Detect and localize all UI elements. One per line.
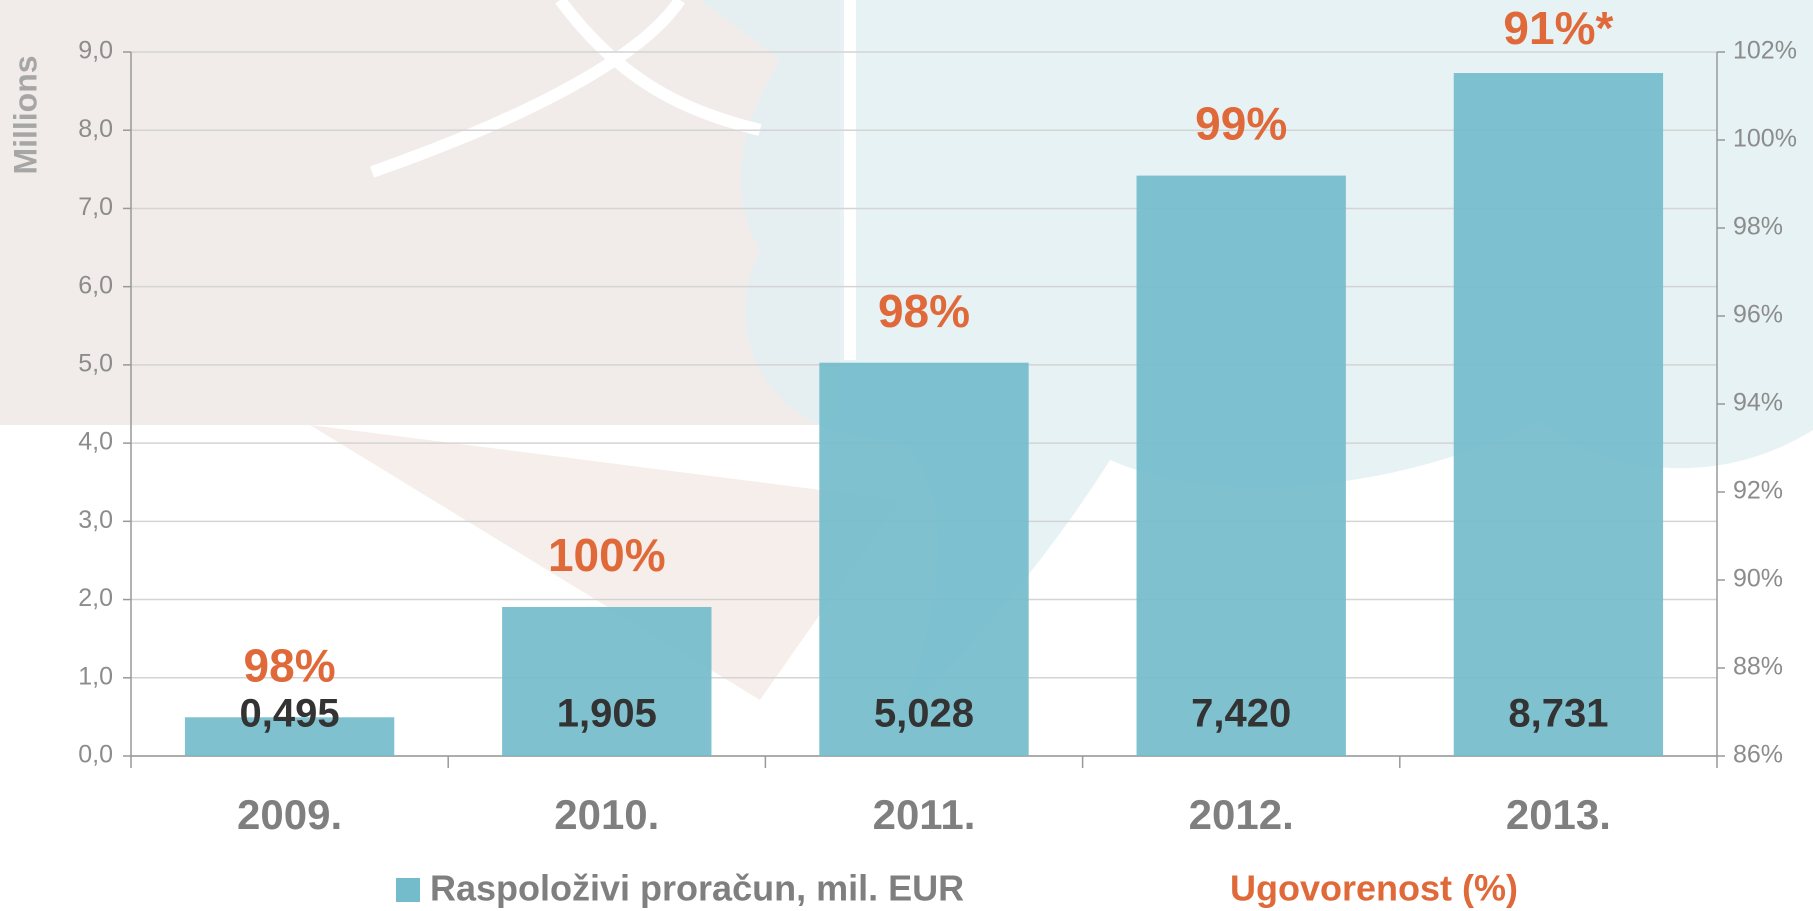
y2-tick-label: 102% [1733, 37, 1797, 65]
y-tick-label: 6,0 [78, 271, 113, 299]
x-tick-label: 2009. [237, 791, 342, 838]
legend-label: Ugovorenost (%) [1230, 868, 1518, 909]
y-tick-label: 3,0 [78, 506, 113, 534]
y-tick-label: 7,0 [78, 193, 113, 221]
y-tick-label: 2,0 [78, 584, 113, 612]
legend-label: Raspoloživi proračun, mil. EUR [430, 868, 964, 909]
value-label: 8,731 [1508, 692, 1608, 736]
y-tick-label: 9,0 [78, 37, 113, 65]
value-label: 5,028 [874, 692, 974, 736]
y-tick-label: 4,0 [78, 428, 113, 456]
y-tick-label: 0,0 [78, 741, 113, 769]
bar [184, 717, 395, 756]
value-label: 7,420 [1191, 692, 1291, 736]
value-label: 1,905 [557, 692, 657, 736]
y-axis-label: Millions [7, 55, 43, 174]
y2-tick-label: 86% [1733, 741, 1783, 769]
y2-tick-label: 88% [1733, 653, 1783, 681]
bar [819, 362, 1029, 756]
bar [502, 606, 712, 756]
y2-tick-label: 90% [1733, 565, 1783, 593]
percent-label: 99% [1195, 98, 1287, 150]
percent-label: 100% [548, 529, 666, 581]
percent-label: 91%* [1503, 2, 1613, 54]
y-tick-label: 8,0 [78, 115, 113, 143]
x-tick-label: 2010. [554, 791, 659, 838]
y-tick-label: 1,0 [78, 662, 113, 690]
y-tick-label: 5,0 [78, 349, 113, 377]
bar [1136, 175, 1346, 756]
value-label: 0,495 [240, 692, 340, 736]
percent-label: 98% [244, 639, 336, 691]
percent-label: 98% [878, 285, 970, 337]
bar [1453, 73, 1664, 757]
y2-tick-label: 100% [1733, 125, 1797, 153]
y2-tick-label: 96% [1733, 301, 1783, 329]
legend-swatch [396, 878, 420, 902]
y2-tick-label: 98% [1733, 213, 1783, 241]
x-tick-label: 2012. [1189, 791, 1294, 838]
y2-tick-label: 94% [1733, 389, 1783, 417]
y2-tick-label: 92% [1733, 477, 1783, 505]
x-tick-label: 2011. [873, 791, 976, 838]
x-tick-label: 2013. [1506, 791, 1611, 838]
